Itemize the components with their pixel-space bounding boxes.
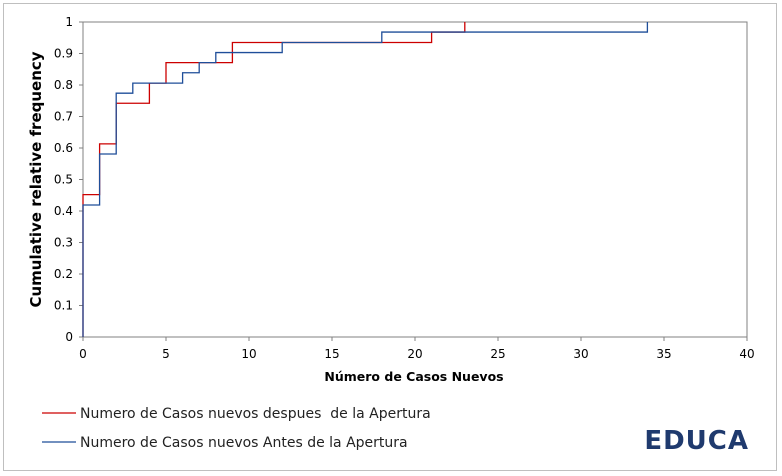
plot-area [82, 21, 748, 338]
legend-label-2: Numero de Casos nuevos Antes de la Apert… [80, 435, 408, 451]
x-tick-label: 30 [573, 347, 588, 361]
y-tick-label: 0.1 [54, 299, 73, 313]
y-tick-label: 0.4 [54, 204, 73, 218]
y-tick-label: 0.6 [54, 141, 73, 155]
y-tick-label: 0.5 [54, 173, 73, 187]
y-tick-label: 1 [65, 15, 73, 29]
x-tick-label: 5 [162, 347, 170, 361]
chart-frame: 0 0.1 0.2 0.3 0.4 0.5 0.6 0.7 0.8 0.9 1 0 5 10 15 20 25… [3, 3, 777, 471]
x-tick-label: 20 [407, 347, 422, 361]
y-tick-label: 0.9 [54, 47, 73, 61]
x-tick-label: 15 [324, 347, 339, 361]
x-tick-label: 40 [739, 347, 754, 361]
educa-logo: EDUCA [644, 426, 749, 456]
legend: Numero de Casos nuevos despues de la Ape… [42, 406, 431, 451]
legend-label-1: Numero de Casos nuevos despues de la Ape… [80, 406, 431, 422]
y-axis-title: Cumulative relative frequency [27, 51, 45, 307]
y-tick-label: 0.3 [54, 236, 73, 250]
x-axis-title: Número de Casos Nuevos [324, 369, 503, 384]
x-tick-label: 0 [79, 347, 87, 361]
series-line-2 [82, 22, 649, 337]
x-tick-label: 35 [656, 347, 671, 361]
chart-svg: 0 0.1 0.2 0.3 0.4 0.5 0.6 0.7 0.8 0.9 1 0 5 10 15 20 25… [27, 15, 755, 456]
y-tick-label: 0.2 [54, 267, 73, 281]
y-tick-label: 0 [65, 330, 73, 344]
x-tick-label: 10 [241, 347, 256, 361]
x-tick-label: 25 [490, 347, 505, 361]
y-tick-label: 0.8 [54, 78, 73, 92]
y-tick-label: 0.7 [54, 110, 73, 124]
series-line-1 [82, 22, 466, 337]
